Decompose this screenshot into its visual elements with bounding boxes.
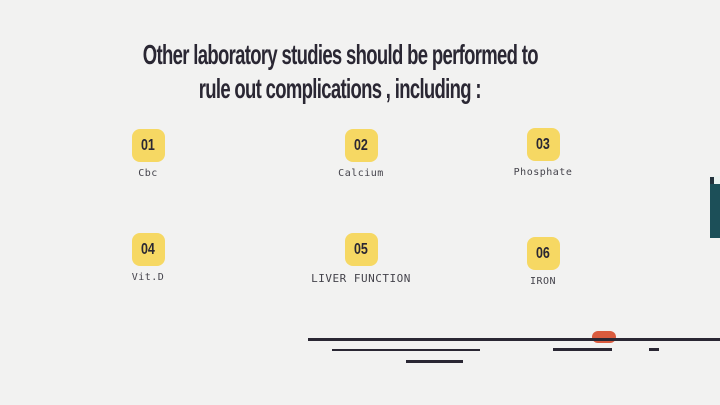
edge-shape-teal	[710, 184, 720, 238]
edge-shape-notch-light	[713, 176, 720, 184]
item-number: 06	[536, 244, 550, 262]
accent-pill-orange	[592, 331, 616, 343]
item-card-liver-function: 05 LIVER FUNCTION	[281, 233, 441, 285]
divider-line-main	[308, 338, 720, 341]
item-card-phosphate: 03 Phosphate	[463, 128, 623, 178]
divider-line-bottom	[406, 360, 463, 363]
item-number: 05	[354, 240, 368, 258]
item-number: 02	[354, 136, 368, 154]
title-line-1: Other laboratory studies should be perfo…	[142, 39, 538, 70]
divider-dash	[649, 348, 659, 351]
item-number-badge: 04	[131, 233, 165, 266]
item-card-calcium: 02 Calcium	[281, 129, 441, 179]
item-label: LIVER FUNCTION	[311, 272, 411, 285]
divider-line-left	[332, 349, 480, 351]
item-card-iron: 06 IRON	[463, 237, 623, 287]
item-number: 01	[141, 136, 155, 154]
item-label: Calcium	[338, 168, 384, 179]
item-number-badge: 05	[344, 233, 378, 266]
item-number-badge: 01	[131, 129, 165, 162]
item-card-vitd: 04 Vit.D	[68, 233, 228, 283]
item-number-badge: 02	[344, 129, 378, 162]
item-card-cbc: 01 Cbc	[68, 129, 228, 179]
item-number: 04	[141, 240, 155, 258]
edge-shape-notch-dark	[710, 177, 714, 184]
item-label: Phosphate	[513, 167, 573, 178]
title-line-2: rule out complications , including :	[198, 73, 482, 104]
divider-line-right	[553, 348, 612, 351]
item-number-badge: 06	[526, 237, 560, 270]
item-number-badge: 03	[526, 128, 560, 161]
slide-title: Other laboratory studies should be perfo…	[0, 38, 680, 106]
item-label: IRON	[529, 276, 557, 287]
item-label: Cbc	[138, 168, 158, 179]
item-label: Vit.D	[131, 272, 165, 283]
item-number: 03	[536, 135, 550, 153]
